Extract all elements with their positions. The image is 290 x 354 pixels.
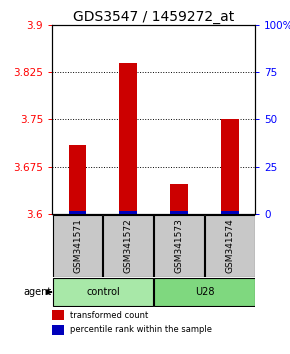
Text: transformed count: transformed count [70,310,149,320]
Bar [170,211,188,214]
Bar [69,145,86,214]
Bar [69,211,86,214]
Bar [119,211,137,214]
Text: control: control [86,287,120,297]
Bar [52,325,64,335]
Text: agent: agent [23,287,51,297]
Text: U28: U28 [195,287,214,297]
Text: GSM341574: GSM341574 [225,218,234,273]
Bar [119,63,137,214]
Bar [221,120,239,214]
Bar [104,215,153,277]
Bar [154,215,204,277]
Bar [170,184,188,214]
Bar [205,215,255,277]
Bar [221,211,239,214]
Bar [53,278,153,306]
Text: percentile rank within the sample: percentile rank within the sample [70,325,213,334]
Bar [52,310,64,320]
Bar [53,215,102,277]
Title: GDS3547 / 1459272_at: GDS3547 / 1459272_at [73,10,234,24]
Text: GSM341573: GSM341573 [175,218,184,273]
Text: GSM341571: GSM341571 [73,218,82,273]
Text: GSM341572: GSM341572 [124,218,133,273]
Bar [154,278,255,306]
